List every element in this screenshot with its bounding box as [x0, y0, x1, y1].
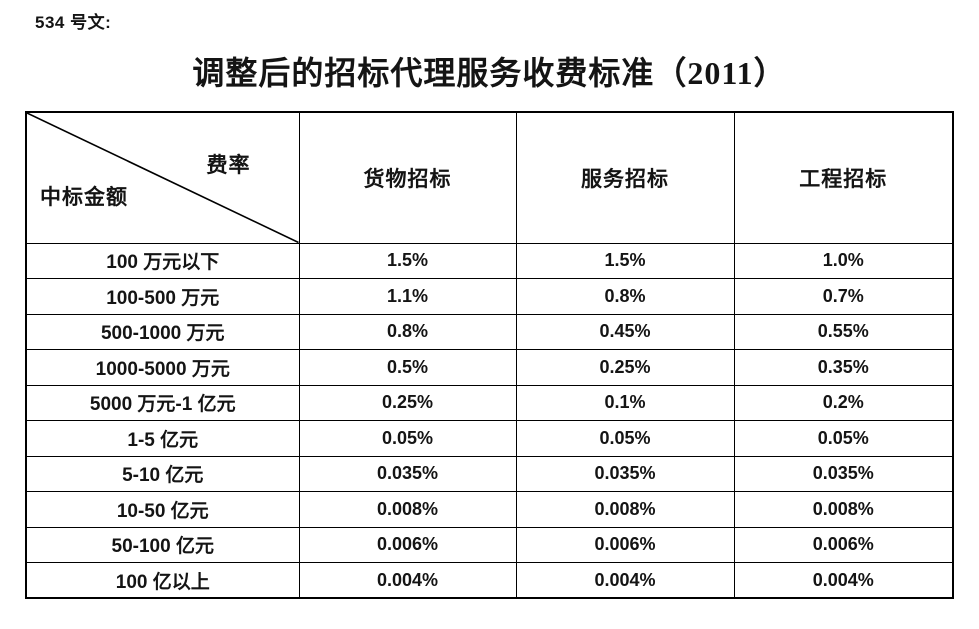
- rate-cell-engineering: 0.55%: [733, 313, 954, 350]
- row-label-cell: 100 亿以上: [25, 562, 300, 599]
- rate-cell-engineering: 0.006%: [733, 526, 954, 563]
- rate-cell-engineering: 1.0%: [733, 242, 954, 279]
- rate-cell-engineering: 0.035%: [733, 455, 954, 492]
- rate-cell-engineering: 0.2%: [733, 384, 954, 421]
- rate-cell-services: 1.5%: [515, 242, 735, 279]
- rate-cell-engineering: 0.008%: [733, 491, 954, 528]
- rate-cell-services: 0.006%: [515, 526, 735, 563]
- table-row: 500-1000 万元 0.8% 0.45% 0.55%: [25, 313, 954, 350]
- rate-cell-services: 0.1%: [515, 384, 735, 421]
- table-row: 5000 万元-1 亿元 0.25% 0.1% 0.2%: [25, 384, 954, 421]
- rate-cell-services: 0.004%: [515, 562, 735, 599]
- corner-label-rate: 费率: [206, 153, 251, 177]
- rate-cell-goods: 0.004%: [298, 562, 517, 599]
- column-header-engineering: 工程招标: [733, 111, 954, 244]
- table-row: 1000-5000 万元 0.5% 0.25% 0.35%: [25, 349, 954, 386]
- rate-cell-goods: 0.8%: [298, 313, 517, 350]
- page-title: 调整后的招标代理服务收费标准（2011）: [192, 55, 787, 91]
- rate-cell-services: 0.45%: [515, 313, 735, 350]
- rate-cell-goods: 0.006%: [298, 526, 517, 563]
- rate-cell-goods: 0.008%: [298, 491, 517, 528]
- rate-cell-services: 0.05%: [515, 420, 735, 457]
- rate-cell-services: 0.25%: [515, 349, 735, 386]
- table-row: 5-10 亿元 0.035% 0.035% 0.035%: [25, 455, 954, 492]
- row-label-cell: 100-500 万元: [25, 278, 300, 315]
- rate-cell-goods: 1.5%: [298, 242, 517, 279]
- table-header-row: 费率 中标金额 货物招标 服务招标 工程招标: [25, 111, 954, 244]
- row-label-cell: 1-5 亿元: [25, 420, 300, 457]
- table-row: 10-50 亿元 0.008% 0.008% 0.008%: [25, 491, 954, 528]
- diagonal-header-inner: 费率 中标金额: [27, 113, 299, 243]
- column-header-services: 服务招标: [515, 111, 735, 244]
- row-label-cell: 500-1000 万元: [25, 313, 300, 350]
- row-label-cell: 1000-5000 万元: [25, 349, 300, 386]
- row-label-cell: 100 万元以下: [25, 242, 300, 279]
- rate-cell-goods: 0.25%: [298, 384, 517, 421]
- column-header-goods: 货物招标: [298, 111, 517, 244]
- rate-cell-engineering: 0.004%: [733, 562, 954, 599]
- table-row: 100 亿以上 0.004% 0.004% 0.004%: [25, 562, 954, 599]
- rate-cell-goods: 1.1%: [298, 278, 517, 315]
- document-ref-label: 534 号文:: [35, 13, 112, 32]
- row-label-cell: 50-100 亿元: [25, 526, 300, 563]
- rate-cell-services: 0.8%: [515, 278, 735, 315]
- corner-label-amount: 中标金额: [40, 184, 128, 209]
- diagonal-line: [27, 113, 299, 243]
- rate-cell-engineering: 0.35%: [733, 349, 954, 386]
- rate-cell-services: 0.035%: [515, 455, 735, 492]
- diagonal-header-cell: 费率 中标金额: [25, 111, 300, 244]
- table-row: 100 万元以下 1.5% 1.5% 1.0%: [25, 242, 954, 279]
- table-row: 50-100 亿元 0.006% 0.006% 0.006%: [25, 526, 954, 563]
- rate-cell-goods: 0.5%: [298, 349, 517, 386]
- row-label-cell: 5-10 亿元: [25, 455, 300, 492]
- row-label-cell: 10-50 亿元: [25, 491, 300, 528]
- table-row: 100-500 万元 1.1% 0.8% 0.7%: [25, 278, 954, 315]
- rate-cell-goods: 0.035%: [298, 455, 517, 492]
- rate-cell-services: 0.008%: [515, 491, 735, 528]
- rate-cell-engineering: 0.7%: [733, 278, 954, 315]
- rate-cell-goods: 0.05%: [298, 420, 517, 457]
- rate-cell-engineering: 0.05%: [733, 420, 954, 457]
- row-label-cell: 5000 万元-1 亿元: [25, 384, 300, 421]
- table-row: 1-5 亿元 0.05% 0.05% 0.05%: [25, 420, 954, 457]
- fee-rate-table: 费率 中标金额 货物招标 服务招标 工程招标 100 万元以下 1.5% 1.5…: [25, 111, 954, 599]
